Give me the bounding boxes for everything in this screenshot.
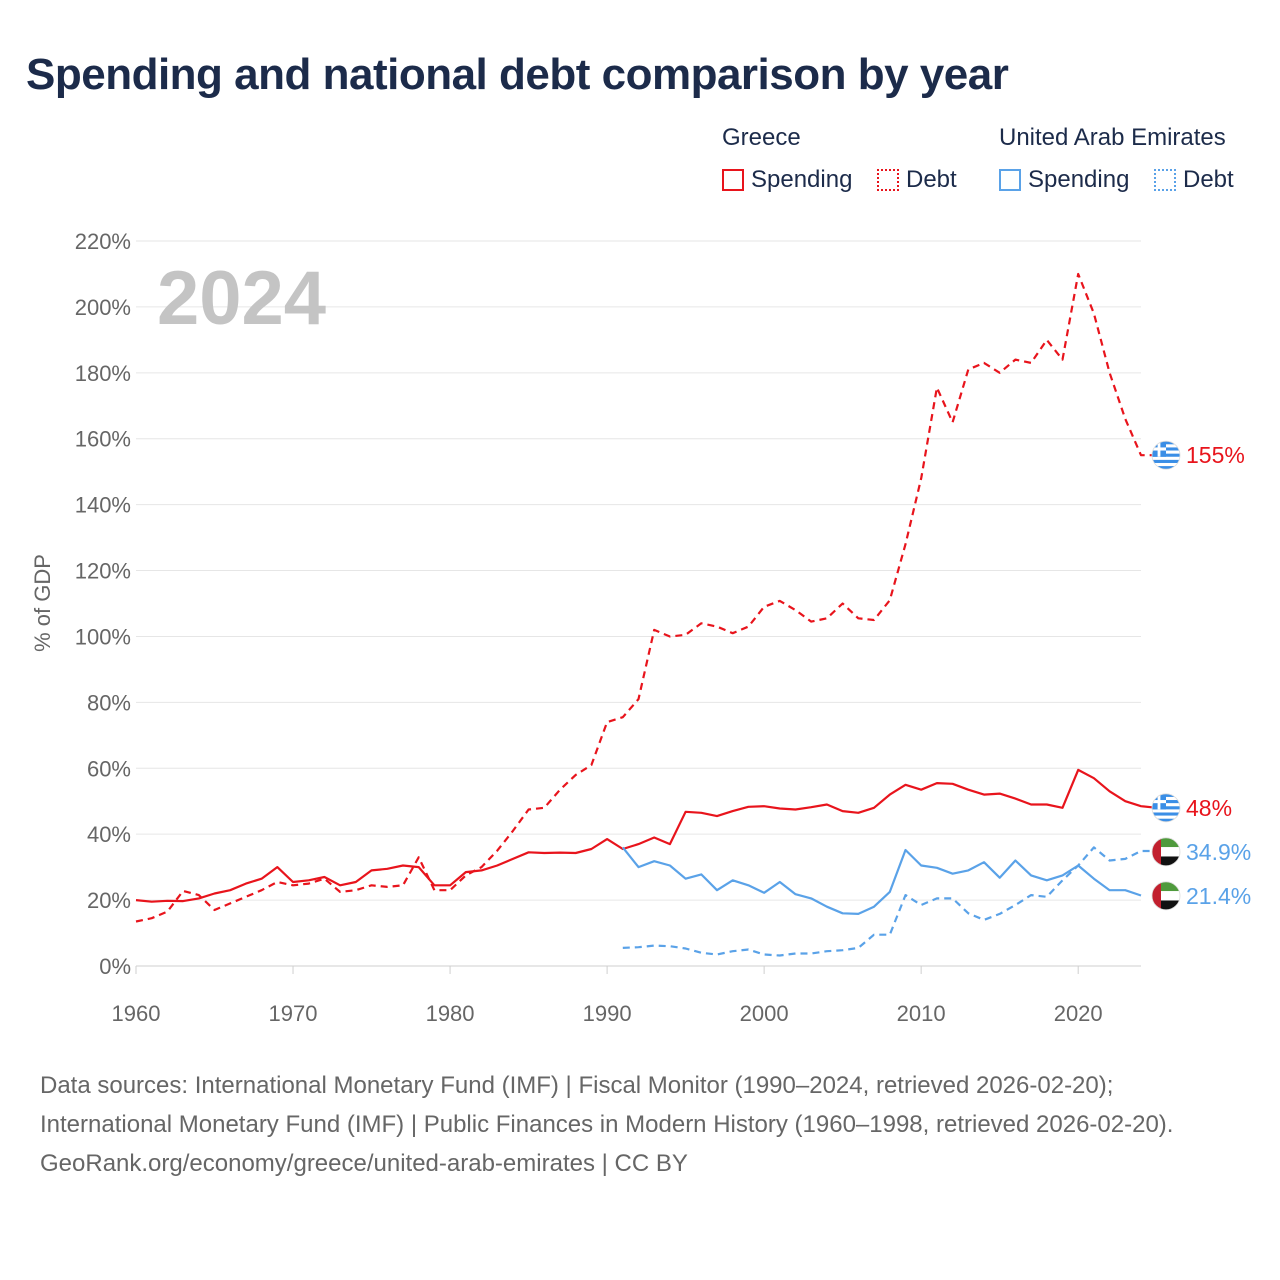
y-tick-label: 20%: [87, 888, 131, 913]
end-value-label: 21.4%: [1186, 883, 1251, 909]
data-sources: Data sources: International Monetary Fun…: [40, 1072, 1174, 1138]
series-line-united-arab-emirates-spending[interactable]: [621, 846, 1142, 915]
uae-flag-icon: [1151, 837, 1181, 867]
solid-line-swatch-icon: [999, 169, 1021, 191]
x-tick-label: 2020: [1054, 1001, 1103, 1026]
y-tick-label: 100%: [75, 624, 131, 649]
uae-flag-icon: [1151, 881, 1181, 911]
footer: Data sources: International Monetary Fun…: [40, 1066, 1240, 1183]
solid-line-swatch-icon: [722, 169, 744, 191]
x-tick-label: 1970: [269, 1001, 318, 1026]
y-tick-label: 140%: [75, 493, 131, 518]
end-value-label: 48%: [1186, 795, 1232, 821]
y-tick-label: 40%: [87, 822, 131, 847]
legend-label: Spending: [751, 166, 853, 193]
x-tick-label: 1990: [583, 1001, 632, 1026]
x-tick-label: 1960: [112, 1001, 161, 1026]
y-tick-label: 160%: [75, 427, 131, 452]
year-watermark: 2024: [157, 256, 326, 341]
series-line-greece-debt[interactable]: [135, 272, 1157, 923]
y-tick-label: 220%: [75, 229, 131, 254]
end-value-label: 155%: [1186, 442, 1245, 468]
dotted-line-swatch-icon: [1154, 169, 1176, 191]
line-chart: 0% 20% 40% 60% 80% 100% 120% 140% 160% 180% 200% 22…: [30, 229, 1251, 1026]
legend-label: Debt: [906, 166, 957, 193]
greece-flag-icon: [1151, 440, 1181, 470]
y-tick-label: 80%: [87, 690, 131, 715]
legend-uae-debt[interactable]: Debt: [1154, 164, 1234, 196]
legend-greece-spending[interactable]: Spending: [722, 164, 852, 196]
y-tick-label: 180%: [75, 361, 131, 386]
series-line-greece-spending[interactable]: [135, 768, 1157, 903]
legend-uae-spending[interactable]: Spending: [999, 164, 1129, 196]
end-value-label: 34.9%: [1186, 839, 1251, 865]
y-tick-label: 120%: [75, 559, 131, 584]
x-tick-label: 2010: [897, 1001, 946, 1026]
x-tick-label: 1980: [426, 1001, 475, 1026]
dotted-line-swatch-icon: [877, 169, 899, 191]
greece-flag-icon: [1151, 793, 1181, 823]
page-title: Spending and national debt comparison by…: [26, 50, 1009, 99]
legend-label: Spending: [1028, 166, 1130, 193]
y-axis-label: % of GDP: [30, 554, 55, 652]
y-tick-label: 60%: [87, 756, 131, 781]
x-tick-label: 2000: [740, 1001, 789, 1026]
credit-link[interactable]: GeoRank.org/economy/greece/united-arab-e…: [40, 1150, 688, 1177]
legend-group-greece: Greece: [722, 124, 801, 151]
y-tick-label: 0%: [99, 954, 131, 979]
legend-label: Debt: [1183, 166, 1234, 193]
legend-greece-debt[interactable]: Debt: [877, 164, 957, 196]
legend-group-uae: United Arab Emirates: [999, 124, 1226, 151]
y-tick-label: 200%: [75, 295, 131, 320]
series-line-united-arab-emirates-debt[interactable]: [622, 846, 1157, 957]
